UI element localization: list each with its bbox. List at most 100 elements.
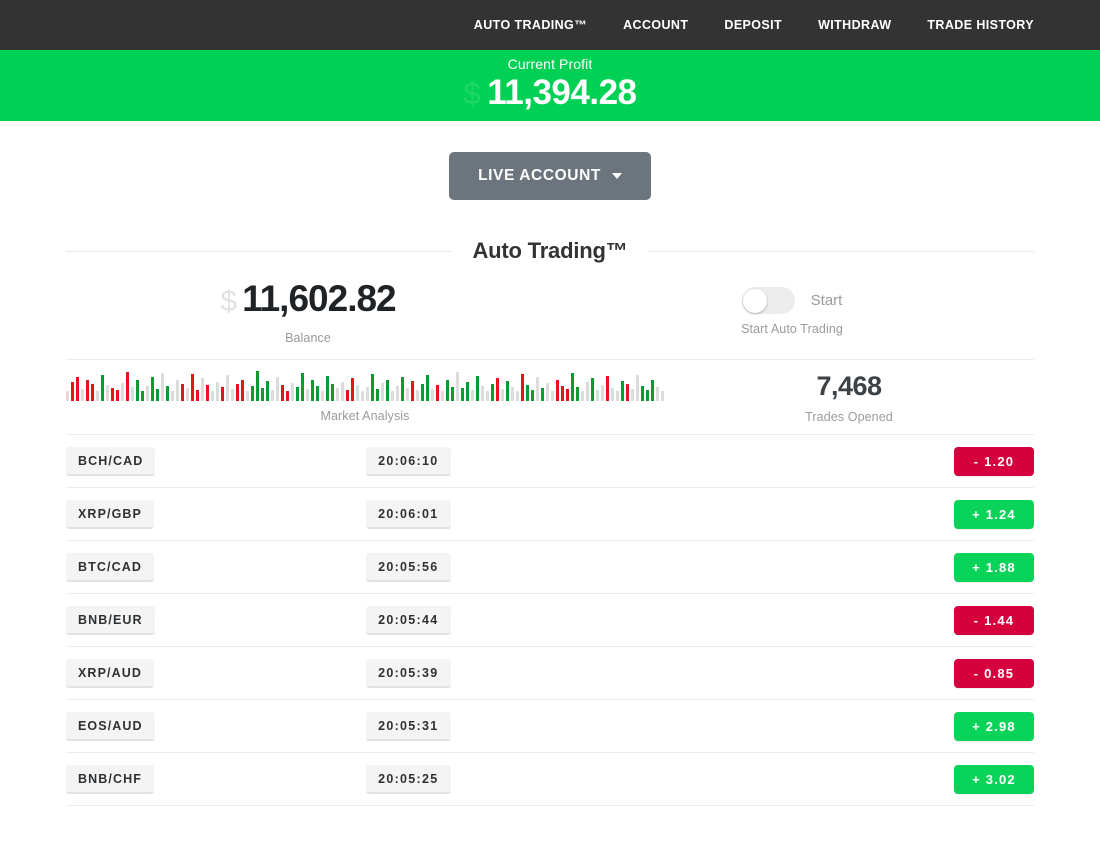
trades-opened-stat: 7,468 Trades Opened <box>664 360 1034 434</box>
market-analysis-bar <box>516 391 519 401</box>
nav-auto-trading[interactable]: AUTO TRADING™ <box>473 18 588 32</box>
market-analysis-bar <box>421 384 424 401</box>
status-badge: - 1.44 <box>954 605 1034 635</box>
live-account-dropdown-button[interactable]: LIVE ACCOUNT <box>449 152 651 200</box>
market-analysis-bar <box>501 389 504 401</box>
balance-amount: 11,602.82 <box>242 278 397 319</box>
market-analysis-bar <box>661 391 664 401</box>
market-analysis-bar <box>626 384 629 401</box>
balance-caption: Balance <box>285 331 331 345</box>
market-analysis-bar <box>111 388 114 401</box>
market-analysis-bar <box>561 386 564 401</box>
section-header: Auto Trading™ <box>66 238 1034 264</box>
market-analysis-bar <box>446 380 449 401</box>
status-badge: - 0.85 <box>954 658 1034 688</box>
market-analysis-bar <box>651 380 654 401</box>
top-navbar: AUTO TRADING™ ACCOUNT DEPOSIT WITHDRAW TRADE… <box>0 0 1100 50</box>
status-badge: - 1.20 <box>954 446 1034 476</box>
market-analysis-bar <box>106 385 109 401</box>
trade-pair-chip: BNB/CHF <box>66 764 154 794</box>
market-analysis-caption: Market Analysis <box>320 409 410 423</box>
market-analysis-bar <box>476 376 479 401</box>
market-analysis-bar <box>266 381 269 401</box>
market-analysis-bar <box>496 378 499 401</box>
trade-time-chip: 20:06:10 <box>366 446 451 476</box>
market-analysis-bar <box>101 375 104 401</box>
currency-symbol-icon: $ <box>463 75 481 111</box>
currency-symbol-icon: $ <box>220 285 237 318</box>
market-analysis-bar <box>581 391 584 401</box>
trade-time-cell: 20:05:31 <box>366 711 714 741</box>
market-analysis-bar <box>271 390 274 401</box>
market-analysis-bar <box>526 385 529 401</box>
market-analysis-bar <box>331 384 334 401</box>
market-analysis-bar <box>281 385 284 401</box>
market-analysis-bar <box>391 391 394 401</box>
trade-pair-cell: BNB/EUR <box>66 605 366 635</box>
market-analysis-bar <box>206 385 209 401</box>
market-analysis-bar <box>261 388 264 401</box>
market-analysis-bar <box>621 381 624 401</box>
market-analysis-bar <box>486 391 489 401</box>
trade-pair-chip: BTC/CAD <box>66 552 154 582</box>
trade-time-chip: 20:05:25 <box>366 764 451 794</box>
market-analysis-bar <box>191 374 194 401</box>
market-analysis-bar <box>411 381 414 401</box>
market-analysis-bar <box>491 384 494 401</box>
market-analysis-bar <box>536 377 539 401</box>
nav-withdraw[interactable]: WITHDRAW <box>818 18 892 32</box>
market-analysis-bar <box>646 390 649 401</box>
toggle-state-label: Start <box>810 292 843 309</box>
trade-time-chip: 20:05:39 <box>366 658 451 688</box>
status-badge: + 1.24 <box>954 499 1034 529</box>
market-analysis-bar <box>326 376 329 401</box>
account-selector-row: LIVE ACCOUNT <box>66 121 1034 200</box>
market-analysis-stat: Market Analysis <box>66 360 664 434</box>
market-analysis-bar <box>551 391 554 401</box>
trade-amount-cell: - 0.85 <box>715 658 1034 688</box>
market-analysis-bar <box>396 386 399 401</box>
market-analysis-bar <box>171 391 174 401</box>
market-analysis-bar <box>181 384 184 401</box>
balance-value: $ 11,602.82 <box>220 278 397 323</box>
auto-trading-caption: Start Auto Trading <box>741 322 843 336</box>
nav-trade-history[interactable]: TRADE HISTORY <box>927 18 1034 32</box>
market-analysis-bar <box>96 391 99 401</box>
market-analysis-bar <box>176 380 179 401</box>
auto-trading-toggle[interactable] <box>741 287 795 314</box>
market-analysis-bar <box>566 389 569 401</box>
market-analysis-bar <box>351 378 354 401</box>
market-analysis-bar <box>431 389 434 401</box>
market-analysis-bar <box>201 378 204 401</box>
nav-deposit[interactable]: DEPOSIT <box>724 18 783 32</box>
trade-amount-cell: + 1.88 <box>715 552 1034 582</box>
balance-stat: $ 11,602.82 Balance <box>66 264 550 359</box>
market-analysis-bar <box>141 391 144 401</box>
trade-time-cell: 20:06:10 <box>366 446 714 476</box>
market-analysis-bar <box>81 389 84 401</box>
market-analysis-bar <box>371 374 374 401</box>
market-analysis-bar <box>426 375 429 401</box>
market-analysis-bar <box>321 391 324 401</box>
market-analysis-bar <box>381 383 384 401</box>
status-badge: + 1.88 <box>954 552 1034 582</box>
market-analysis-bar <box>226 375 229 401</box>
market-analysis-bar <box>286 391 289 401</box>
trade-pair-cell: EOS/AUD <box>66 711 366 741</box>
table-row: BCH/CAD 20:06:10 - 1.20 <box>66 435 1034 488</box>
market-analysis-bar <box>456 372 459 401</box>
market-analysis-bar <box>156 389 159 401</box>
nav-account[interactable]: ACCOUNT <box>623 18 689 32</box>
market-analysis-bar <box>251 386 254 401</box>
trade-time-chip: 20:05:31 <box>366 711 451 741</box>
table-row: BNB/CHF 20:05:25 + 3.02 <box>66 753 1034 806</box>
market-analysis-bar <box>306 389 309 401</box>
market-analysis-bar <box>596 390 599 401</box>
market-analysis-bar <box>401 377 404 401</box>
trade-pair-cell: BNB/CHF <box>66 764 366 794</box>
trade-time-chip: 20:05:44 <box>366 605 451 635</box>
market-analysis-bar <box>166 386 169 401</box>
trade-pair-cell: BTC/CAD <box>66 552 366 582</box>
trades-opened-caption: Trades Opened <box>805 410 893 424</box>
